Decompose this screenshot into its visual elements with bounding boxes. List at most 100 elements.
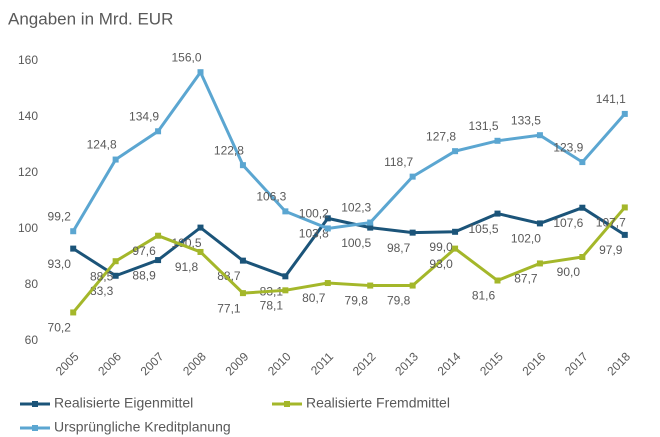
x-tick-label: 2006 [95, 349, 124, 378]
data-label: 98,7 [387, 241, 411, 255]
point [579, 254, 586, 260]
x-tick-label: 2009 [223, 349, 252, 378]
point [579, 204, 586, 211]
legend-label: Realisierte Eigenmittel [54, 395, 193, 411]
data-label: 141,1 [596, 92, 626, 106]
x-tick-label: 2016 [520, 349, 549, 378]
point [367, 219, 374, 226]
y-tick-label: 60 [25, 333, 39, 347]
data-label: 107,6 [553, 216, 583, 230]
point [70, 245, 77, 252]
data-label: 100,2 [299, 207, 329, 221]
point [197, 248, 204, 255]
data-label: 103,8 [299, 227, 329, 241]
data-label: 107,7 [596, 216, 626, 230]
point [112, 156, 119, 163]
x-tick-label: 2005 [53, 349, 82, 378]
chart-title: Angaben in Mrd. EUR [8, 9, 173, 28]
series-line [72, 206, 626, 314]
data-label: 124,8 [87, 138, 117, 152]
point [112, 272, 119, 279]
data-label: 99,2 [48, 209, 72, 223]
point [282, 287, 289, 294]
point [621, 110, 628, 117]
point [579, 159, 586, 166]
data-label: 123,9 [553, 140, 583, 154]
x-tick-label: 2017 [562, 349, 591, 378]
x-tick-label: 2008 [180, 349, 209, 378]
data-label: 80,7 [302, 291, 326, 305]
x-tick-label: 2011 [308, 349, 336, 377]
data-label: 105,5 [468, 222, 498, 236]
point [155, 128, 162, 135]
point [409, 282, 416, 289]
data-label: 156,0 [171, 50, 201, 64]
data-label: 127,8 [426, 129, 456, 143]
x-tick-label: 2018 [604, 349, 633, 378]
data-label: 131,5 [468, 119, 498, 133]
x-tick-label: 2014 [435, 349, 464, 378]
x-tick-label: 2012 [350, 349, 379, 378]
point [452, 148, 459, 155]
x-tick-label: 2013 [392, 349, 421, 378]
y-tick-label: 120 [18, 165, 38, 179]
legend-marker [32, 401, 38, 407]
point [367, 282, 374, 289]
y-tick-label: 160 [18, 53, 38, 67]
x-tick-label: 2010 [265, 349, 294, 378]
point [112, 258, 119, 265]
data-label: 97,9 [599, 243, 623, 257]
y-tick-label: 100 [18, 221, 38, 235]
data-label: 91,8 [175, 260, 199, 274]
point [452, 228, 459, 235]
point [197, 69, 204, 76]
series-line [72, 206, 626, 279]
data-label: 102,3 [341, 201, 371, 215]
point [282, 273, 289, 280]
data-label: 133,5 [511, 113, 541, 127]
point [452, 245, 459, 252]
point [70, 228, 77, 235]
point [536, 132, 543, 139]
data-label: 87,7 [514, 272, 538, 286]
y-tick-label: 140 [18, 109, 38, 123]
data-label: 102,0 [511, 232, 541, 246]
legend-label: Ursprüngliche Kreditplanung [54, 419, 231, 435]
data-label: 100,5 [171, 236, 201, 250]
point [494, 210, 501, 217]
point [155, 257, 162, 264]
data-label: 77,1 [217, 301, 241, 315]
data-label: 106,3 [256, 190, 286, 204]
data-label: 88,5 [90, 269, 114, 283]
data-label: 70,2 [48, 321, 72, 335]
point [239, 257, 246, 264]
point [367, 224, 374, 231]
point [324, 225, 331, 232]
data-label: 83,3 [90, 284, 114, 298]
point [197, 224, 204, 231]
point [324, 280, 331, 287]
point [239, 290, 246, 297]
point [70, 309, 77, 316]
x-tick-label: 2007 [138, 349, 167, 378]
legend-label: Realisierte Fremdmittel [306, 395, 450, 411]
series-line [71, 69, 626, 233]
point [536, 260, 543, 267]
data-label: 90,0 [557, 265, 581, 279]
point [155, 232, 162, 239]
point [409, 229, 416, 236]
point [494, 277, 501, 284]
data-label: 122,8 [214, 143, 244, 157]
point [536, 220, 543, 227]
data-label: 78,1 [260, 298, 284, 312]
point [621, 231, 628, 238]
point [409, 173, 416, 180]
y-tick-label: 80 [25, 277, 39, 291]
point [239, 162, 246, 169]
data-label: 88,9 [132, 268, 156, 282]
data-label: 99,0 [429, 240, 453, 254]
point [324, 215, 331, 222]
data-label: 79,8 [387, 294, 411, 308]
point [621, 204, 628, 211]
